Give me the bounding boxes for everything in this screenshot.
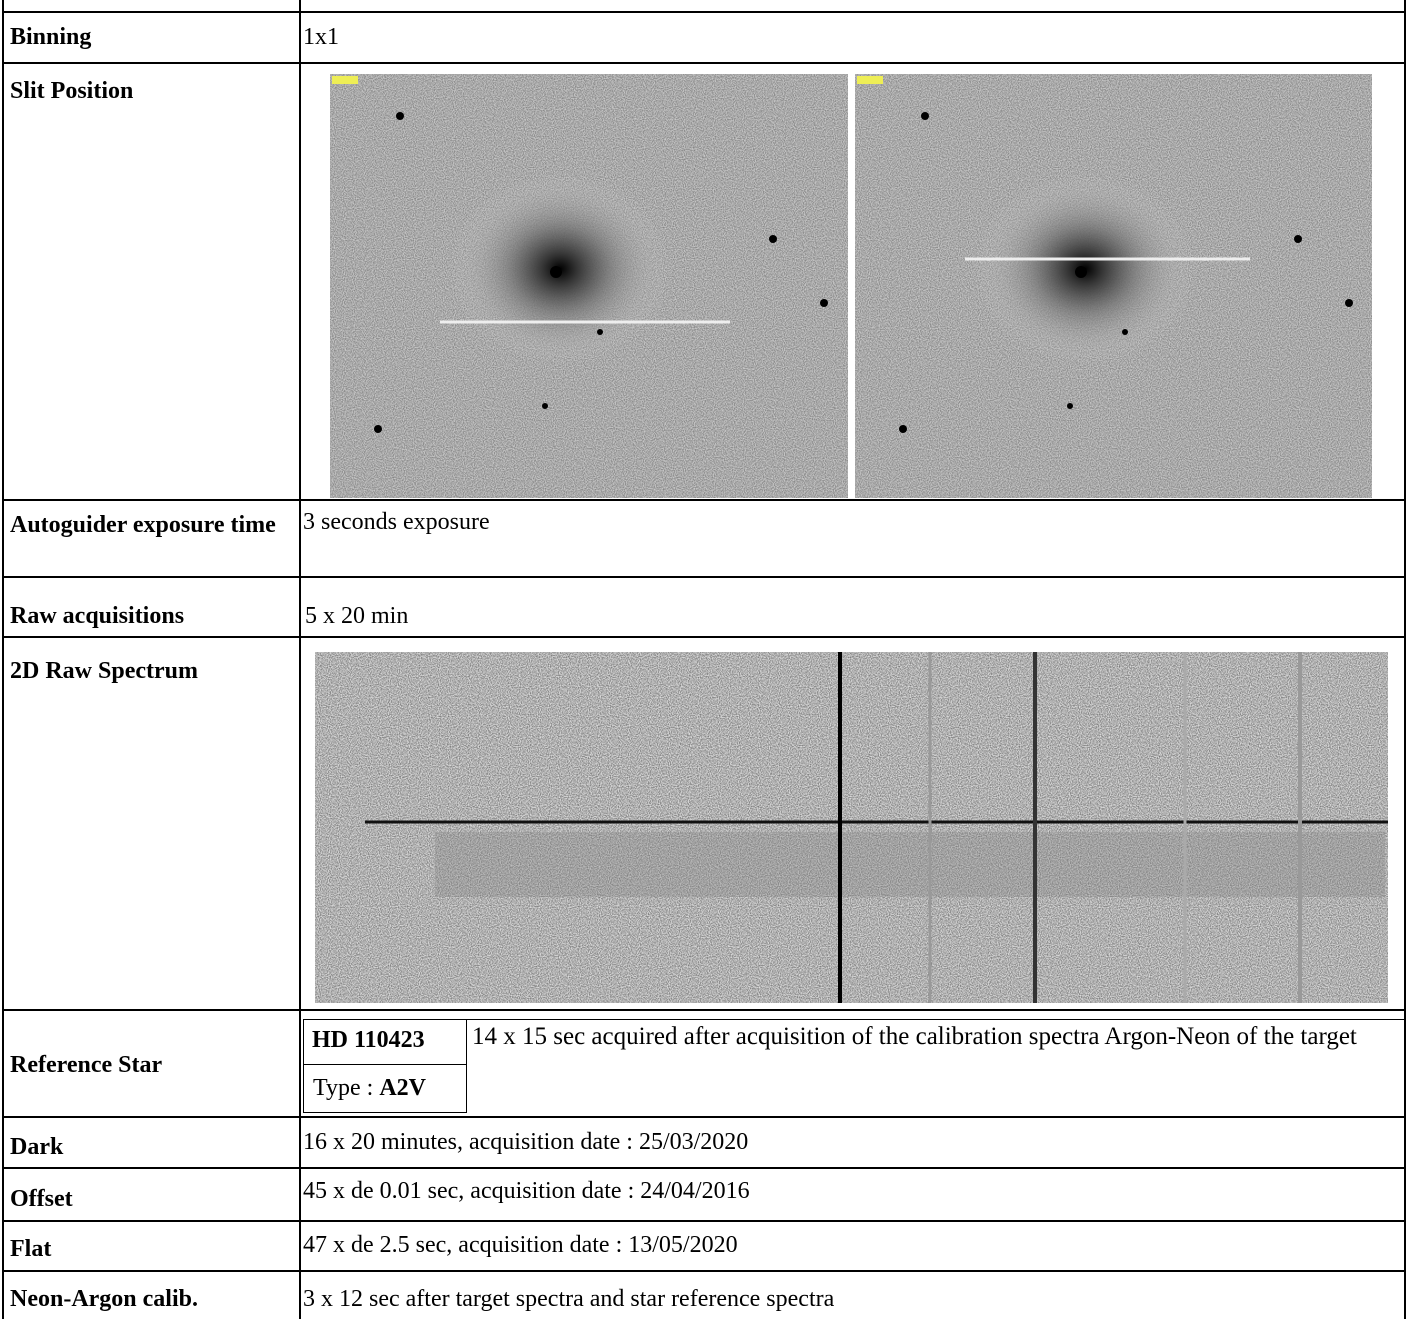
rule	[2, 1167, 1406, 1169]
slit-image	[330, 74, 848, 498]
type-value: A2V	[379, 1075, 426, 1101]
value: 3 seconds exposure	[303, 509, 490, 536]
rule	[2, 636, 1406, 638]
rule	[2, 1116, 1406, 1118]
rule	[467, 1019, 1405, 1020]
rule	[2, 1009, 1406, 1011]
spectrum-image	[315, 652, 1388, 1003]
label: Raw acquisitions	[10, 603, 184, 630]
label: 2D Raw Spectrum	[10, 658, 198, 685]
rule	[2, 576, 1406, 578]
type-label: Type :	[313, 1075, 373, 1101]
value-text: 14 x 15 sec acquired after acquisition o…	[472, 1023, 1357, 1050]
label: Autoguider exposure time	[10, 512, 295, 538]
star-type: Type : A2V	[313, 1075, 426, 1102]
value: 16 x 20 minutes, acquisition date : 25/0…	[303, 1129, 748, 1156]
rule	[303, 1064, 467, 1065]
label: Binning	[10, 24, 91, 51]
value: 3 x 12 sec after target spectra and star…	[303, 1286, 834, 1313]
value: 5 x 20 min	[305, 603, 408, 630]
star-name: HD 110423	[312, 1027, 425, 1054]
page: Binning 1x1 Slit Position Autoguider exp…	[0, 0, 1418, 1319]
value: 1x1	[303, 24, 339, 51]
rule	[2, 62, 1406, 64]
rule	[1404, 0, 1406, 1319]
label: Slit Position	[10, 78, 133, 105]
label: Offset	[10, 1186, 73, 1213]
rule	[2, 1270, 1406, 1272]
value: 47 x de 2.5 sec, acquisition date : 13/0…	[303, 1232, 738, 1259]
rule	[2, 11, 1406, 13]
value: 14 x 15 sec acquired after acquisition o…	[472, 1024, 1407, 1050]
rule	[2, 1220, 1406, 1222]
rule	[299, 0, 301, 1319]
label: Reference Star	[10, 1052, 162, 1079]
slit-image	[855, 74, 1372, 498]
label: Neon-Argon calib.	[10, 1286, 198, 1313]
rule	[2, 0, 4, 1319]
rule	[2, 499, 1406, 501]
label: Flat	[10, 1236, 51, 1263]
value: 45 x de 0.01 sec, acquisition date : 24/…	[303, 1178, 750, 1205]
label: Dark	[10, 1134, 63, 1161]
